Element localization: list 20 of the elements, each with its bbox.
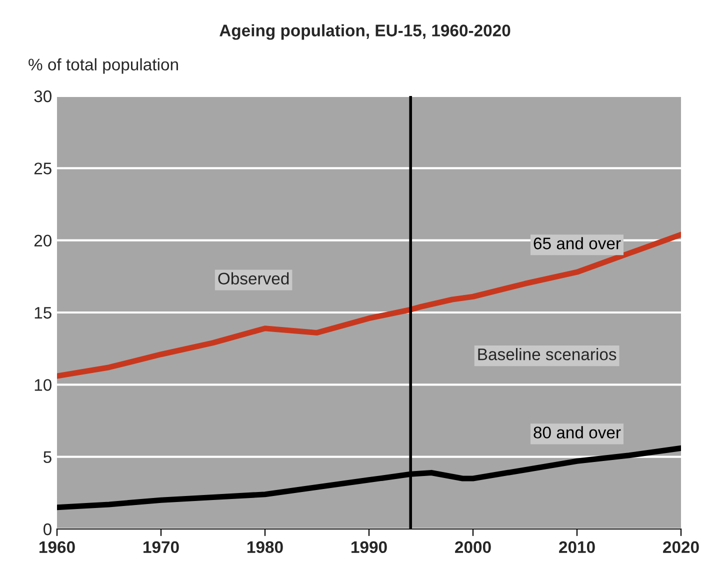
y-axis-title: % of total population [28, 58, 178, 74]
chart-title: Ageing population, EU-15, 1960-2020 [220, 24, 510, 40]
series-label: 65 and over [534, 237, 621, 250]
x-tick-label: 2010 [559, 541, 595, 554]
series-label: 80 and over [534, 426, 621, 438]
x-tick-label: 1960 [40, 541, 75, 554]
y-tick-label: 30 [34, 90, 52, 102]
x-tick-label: 2020 [663, 541, 699, 554]
annotation: Baseline scenarios [478, 348, 616, 360]
x-tick-label: 1980 [248, 541, 283, 554]
x-tick-label: 1990 [352, 541, 387, 554]
x-tick-label: 1970 [144, 541, 179, 554]
y-tick-label: 5 [44, 451, 52, 464]
y-tick-label: 15 [34, 307, 52, 319]
y-tick-label: 20 [34, 234, 52, 247]
y-tick-label: 10 [34, 379, 52, 391]
y-tick-label: 25 [34, 162, 52, 174]
annotation: Observed [218, 272, 289, 284]
y-tick-label: 0 [44, 523, 52, 536]
x-tick-label: 2000 [455, 541, 491, 554]
